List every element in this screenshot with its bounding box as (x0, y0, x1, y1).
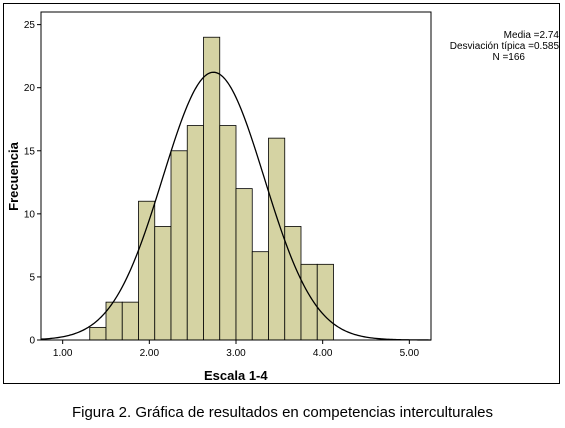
histogram-bar (284, 226, 302, 341)
histogram-bar (154, 226, 172, 341)
stats-std-dev: Desviación típica =0.585 (449, 41, 559, 52)
y-tick-label: 15 (24, 146, 36, 157)
histogram-bar (219, 125, 237, 341)
histogram-bar (170, 150, 188, 341)
y-tick-label: 0 (29, 336, 35, 347)
y-tick-label: 20 (24, 83, 36, 94)
x-tick-label: 4.00 (313, 348, 333, 359)
histogram-bar (268, 137, 286, 341)
y-tick-label: 10 (24, 209, 36, 220)
stats-n: N =166 (492, 52, 525, 63)
histogram-bar (300, 263, 318, 341)
histogram-bar (203, 36, 221, 341)
histogram-bar (138, 200, 156, 341)
x-axis-label: Escala 1-4 (204, 368, 268, 383)
y-axis-label: Frecuencia (5, 141, 21, 211)
bars-layer (89, 36, 334, 341)
axes-layer: 0 5 10 15 20 25 1.00 2.00 3.00 4.00 5.00 (24, 11, 432, 359)
x-tick-label: 1.00 (53, 348, 73, 359)
histogram-bar (186, 125, 204, 341)
stats-mean: Media =2.74 (503, 30, 559, 41)
x-tick-label: 5.00 (400, 348, 420, 359)
histogram-bar (316, 263, 334, 341)
y-tick-label: 5 (29, 272, 35, 283)
histogram-bar (121, 301, 139, 341)
figure-caption: Figura 2. Gráfica de resultados en compe… (71, 404, 494, 421)
histogram-bar (89, 326, 107, 341)
y-tick-label: 25 (24, 20, 36, 31)
x-tick-label: 3.00 (226, 348, 246, 359)
normal-curve (40, 71, 431, 341)
histogram-bar (235, 188, 253, 341)
x-tick-label: 2.00 (140, 348, 160, 359)
histogram-chart: 0 5 10 15 20 25 1.00 2.00 3.00 4.00 5.00 (24, 11, 432, 359)
histogram-bar (251, 251, 269, 341)
